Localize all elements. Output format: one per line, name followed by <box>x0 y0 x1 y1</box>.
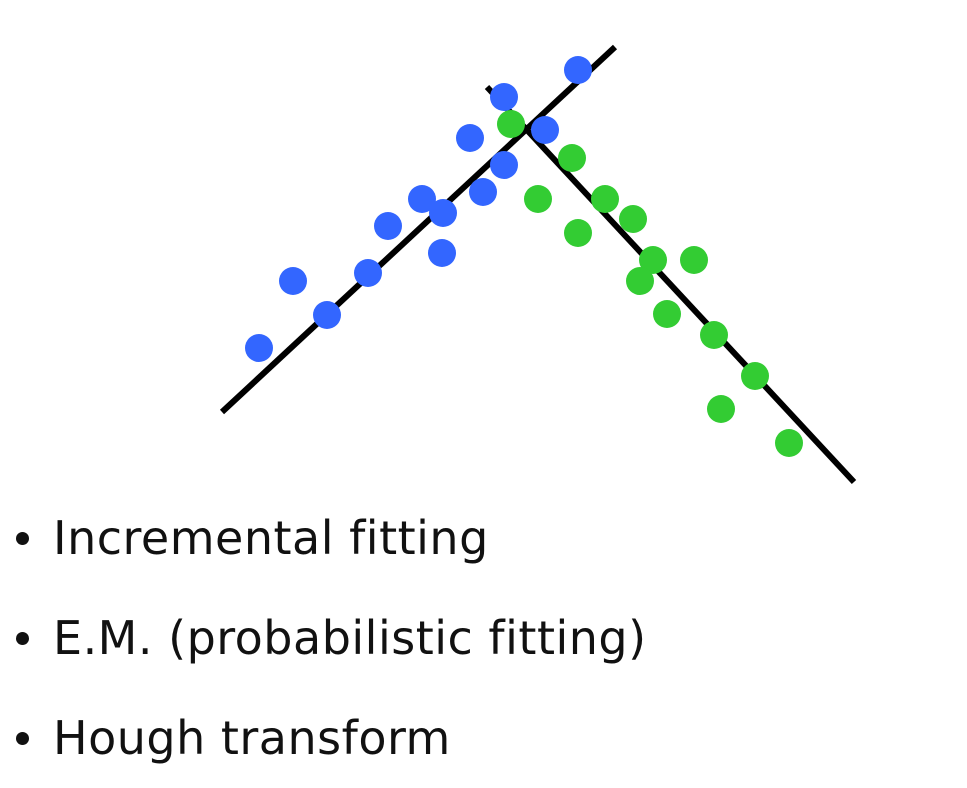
blue-point <box>564 56 592 84</box>
list-item-label: Hough transform <box>53 711 451 765</box>
blue-point <box>279 267 307 295</box>
list-item: Incremental fitting <box>14 488 647 588</box>
green-point <box>639 246 667 274</box>
blue-point <box>469 178 497 206</box>
list-item: Hough transform <box>14 688 647 788</box>
blue-point <box>408 185 436 213</box>
green-point <box>497 110 525 138</box>
green-point <box>564 219 592 247</box>
blue-points <box>245 56 592 362</box>
green-point <box>680 246 708 274</box>
fitted-line-right <box>484 84 857 485</box>
list-item-label: E.M. (probabilistic fitting) <box>53 611 647 665</box>
green-point <box>524 185 552 213</box>
blue-point <box>354 259 382 287</box>
green-point <box>558 144 586 172</box>
green-point <box>700 321 728 349</box>
green-point <box>775 429 803 457</box>
green-point <box>741 362 769 390</box>
blue-point <box>429 199 457 227</box>
green-point <box>653 300 681 328</box>
green-point <box>619 205 647 233</box>
green-point <box>591 185 619 213</box>
list-item-label: Incremental fitting <box>53 511 489 565</box>
green-point <box>626 267 654 295</box>
blue-point <box>531 116 559 144</box>
bullet-icon <box>16 631 29 645</box>
line-fitting-figure <box>219 44 857 485</box>
green-point <box>707 395 735 423</box>
blue-point <box>490 83 518 111</box>
blue-point <box>456 124 484 152</box>
blue-point <box>245 334 273 362</box>
blue-point <box>374 212 402 240</box>
green-points <box>497 110 803 457</box>
blue-point <box>313 301 341 329</box>
method-list: Incremental fitting E.M. (probabilistic … <box>14 488 647 788</box>
fitted-line-left <box>219 44 618 415</box>
blue-point <box>428 239 456 267</box>
bullet-icon <box>16 731 29 745</box>
blue-point <box>490 151 518 179</box>
list-item: E.M. (probabilistic fitting) <box>14 588 647 688</box>
bullet-icon <box>16 531 29 545</box>
